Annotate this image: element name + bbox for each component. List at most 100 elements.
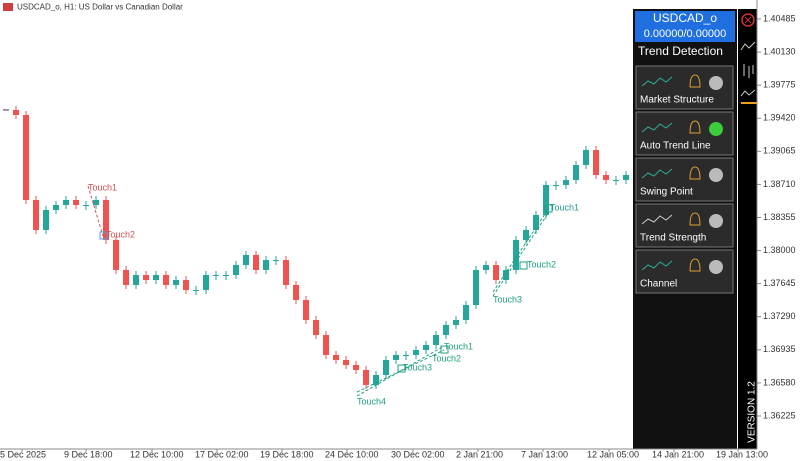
candle-body: [113, 239, 119, 270]
item-icon: [641, 168, 673, 179]
area-chart-button[interactable]: [740, 89, 756, 97]
candle-body: [583, 150, 589, 166]
symbol-flag: [3, 3, 13, 11]
price-tick-label: 1.40485: [763, 13, 796, 23]
panel-title: Trend Detection: [638, 44, 723, 58]
candle-body: [563, 180, 569, 185]
price-tick-label: 1.39420: [763, 113, 796, 123]
candle-body: [193, 290, 199, 292]
close-icon: [744, 16, 752, 24]
close-button[interactable]: [741, 13, 755, 27]
status-toggle[interactable]: [709, 122, 723, 136]
touch-marker: [440, 345, 449, 354]
bell-icon[interactable]: [689, 212, 701, 226]
panel-items: Market Structure Auto Trend Line Swing Poi…: [635, 65, 734, 294]
item-label: Market Structure: [640, 95, 714, 106]
item-label: Channel: [640, 279, 677, 290]
candle-body: [593, 150, 599, 176]
candle-body: [83, 205, 89, 207]
candle-body: [483, 265, 489, 270]
item-icon: [641, 122, 673, 133]
touch-label: Touch2: [432, 353, 461, 363]
candle-body: [33, 199, 39, 230]
candle-body: [473, 269, 479, 306]
candles: [3, 105, 639, 389]
time-tick-label: 19 Dec 18:00: [260, 449, 314, 459]
candle-body: [323, 335, 329, 355]
candle-body: [223, 274, 229, 276]
candle-body: [403, 354, 409, 356]
candle-body: [533, 214, 539, 230]
candle-body: [233, 265, 239, 275]
candle-body: [603, 175, 609, 181]
candle-body: [553, 184, 559, 186]
time-tick-label: 5 Dec 2025: [0, 449, 46, 459]
candle-body: [203, 274, 209, 291]
candle-body: [253, 254, 259, 270]
time-tick-label: 17 Dec 02:00: [195, 449, 249, 459]
candle-body: [183, 280, 189, 291]
candle-body: [573, 165, 579, 181]
bell-icon[interactable]: [689, 74, 701, 88]
green-trend-line: [492, 211, 550, 297]
candle-body: [613, 180, 619, 182]
touch-label: Touch2: [106, 229, 135, 239]
candle-body: [153, 274, 159, 281]
time-tick-label: 19 Jan 13:00: [716, 449, 768, 459]
item-label: Auto Trend Line: [640, 141, 711, 152]
price-tick-label: 1.37645: [763, 278, 796, 288]
status-toggle[interactable]: [709, 260, 723, 274]
bell-icon[interactable]: [689, 258, 701, 272]
candle-body: [123, 269, 129, 285]
candle-body: [243, 254, 249, 266]
touch-label: Touch4: [357, 396, 386, 406]
status-toggle[interactable]: [709, 214, 723, 228]
line-chart-button[interactable]: [740, 41, 756, 51]
candle-body: [503, 269, 509, 281]
status-toggle[interactable]: [709, 76, 723, 90]
candle-body: [343, 359, 349, 366]
version: VERSION 1.2: [747, 381, 758, 443]
touch-label: Touch1: [88, 182, 117, 192]
candle-body: [423, 344, 429, 351]
candle-body: [213, 274, 219, 276]
candle-chart-button[interactable]: [743, 64, 754, 78]
candle-body: [283, 259, 289, 285]
time-tick-label: 7 Jan 13:00: [521, 449, 568, 459]
candle-body: [623, 175, 629, 181]
touch-label: Touch2: [527, 259, 556, 269]
price-tick-label: 1.38710: [763, 179, 796, 189]
bell-icon[interactable]: [689, 120, 701, 134]
candle-body: [523, 229, 529, 240]
item-icon: [641, 214, 673, 225]
touch-marker: [99, 231, 108, 240]
price-tick-label: 1.39065: [763, 146, 796, 156]
touch-label: Touch3: [403, 362, 432, 372]
touch-label: Touch1: [550, 202, 579, 212]
candle-body: [73, 199, 79, 206]
candle-body: [273, 259, 279, 261]
candle-body: [303, 299, 309, 321]
candle-body: [163, 274, 169, 285]
candle-body: [53, 205, 59, 210]
time-tick-label: 12 Dec 10:00: [130, 449, 184, 459]
price-tick-label: 1.37290: [763, 311, 796, 321]
touch-label: Touch1: [444, 341, 473, 351]
bell-icon[interactable]: [689, 166, 701, 180]
price-tick-label: 1.38355: [763, 212, 796, 222]
item-icon: [641, 260, 673, 271]
candle-body: [293, 284, 299, 300]
candle-body: [133, 274, 139, 285]
touch-label: Touch3: [493, 294, 522, 304]
price-tick-label: 1.38000: [763, 245, 796, 255]
item-label: Swing Point: [640, 187, 693, 198]
candle-body: [513, 239, 519, 270]
candle-body: [103, 199, 109, 240]
time-tick-label: 12 Jan 05:00: [587, 449, 639, 459]
time-tick-label: 30 Dec 02:00: [391, 449, 445, 459]
candle-body: [393, 354, 399, 360]
time-tick-label: 9 Dec 18:00: [64, 449, 113, 459]
status-toggle[interactable]: [709, 168, 723, 182]
